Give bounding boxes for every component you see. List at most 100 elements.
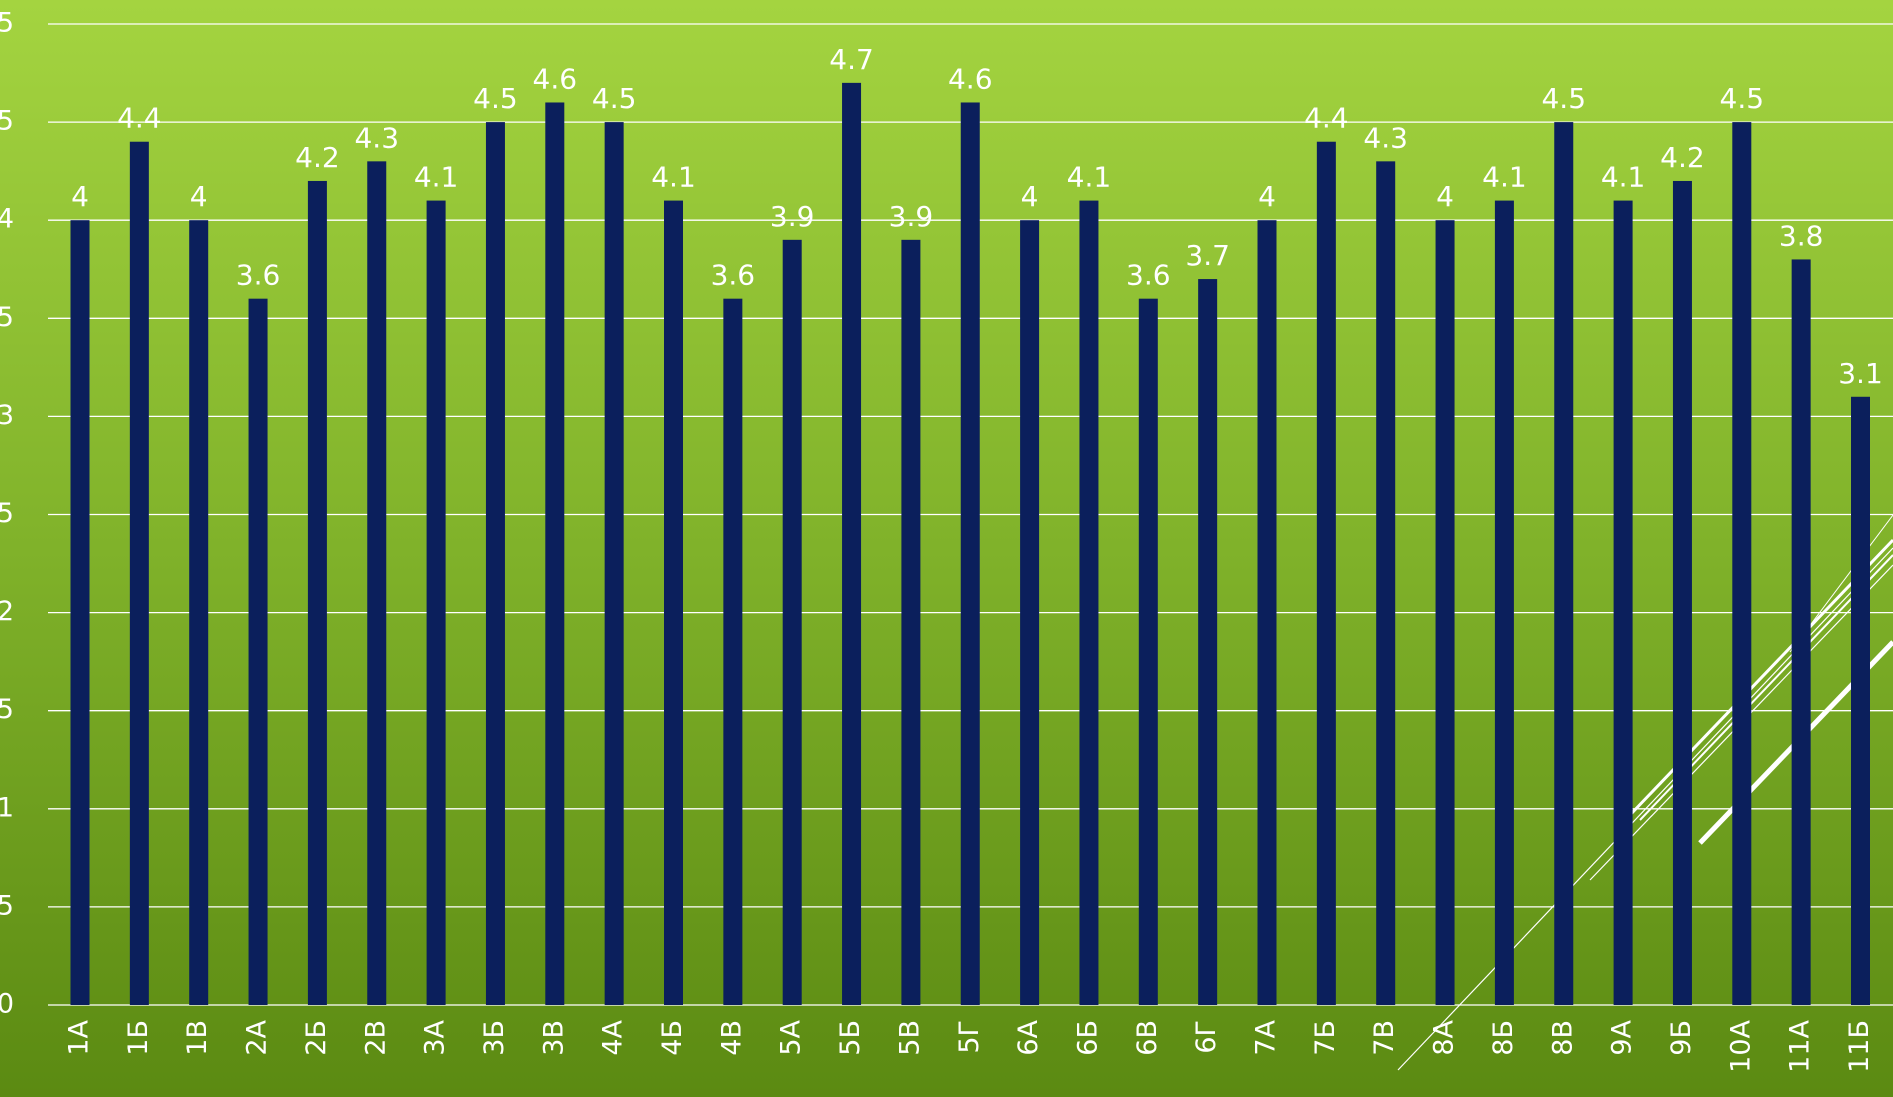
bar [1020,220,1039,1005]
bar [961,102,980,1005]
x-tick-label: 1А [64,1019,95,1055]
bar [664,201,683,1005]
value-label: 4.1 [1482,161,1527,194]
bar [1614,201,1633,1005]
bar [783,240,802,1005]
value-label: 4 [1021,180,1039,213]
y-tick-label: 2 [0,596,14,627]
value-label: 4.5 [473,82,518,115]
bar [1317,142,1336,1005]
value-label: 4.3 [1363,121,1408,154]
x-tick-label: 1В [182,1020,213,1056]
value-label: 4.4 [117,102,162,135]
bar [367,161,386,1005]
x-tick-label: 3Б [479,1020,510,1056]
x-tick-label: 1Б [123,1020,154,1056]
value-label: 4.5 [1541,82,1586,115]
value-label: 4.1 [414,161,459,194]
value-label: 3.1 [1838,357,1883,390]
value-label: 4.6 [533,62,578,95]
bar [901,240,920,1005]
value-label: 4.6 [948,62,993,95]
x-tick-label: 3А [420,1019,451,1055]
bar [427,201,446,1005]
bar [1851,397,1870,1005]
bar [486,122,505,1005]
bar [1495,201,1514,1005]
x-tick-label: 8А [1429,1019,1460,1055]
x-tick-label: 10А [1725,1019,1756,1072]
value-label: 4 [190,180,208,213]
bar [1139,299,1158,1005]
value-label: 4.1 [1601,161,1646,194]
value-label: 3.6 [1126,259,1171,292]
bar [189,220,208,1005]
bar [545,102,564,1005]
value-label: 3.6 [711,259,756,292]
x-tick-label: 6А [1013,1019,1044,1055]
x-tick-label: 6Г [1191,1020,1222,1054]
value-label: 3.9 [770,200,815,233]
value-label: 4 [1436,180,1454,213]
x-tick-label: 5А [776,1019,807,1055]
x-tick-label: 4А [598,1019,629,1055]
bar [1732,122,1751,1005]
x-tick-label: 7В [1369,1020,1400,1056]
x-tick-label: 4Б [657,1020,688,1056]
value-label: 4.7 [829,43,874,76]
bar [605,122,624,1005]
y-tick-label: 3 [0,400,14,431]
bar [1673,181,1692,1005]
x-tick-label: 2В [360,1020,391,1056]
value-label: 3.6 [236,259,281,292]
bar [723,299,742,1005]
y-tick-label: 4 [0,204,14,235]
y-tick-label: 1 [0,792,14,823]
x-tick-label: 9А [1607,1019,1638,1055]
value-label: 4.2 [1660,141,1705,174]
value-label: 4.2 [295,141,340,174]
y-tick-label: 1.5 [0,694,14,725]
bar [130,142,149,1005]
x-tick-label: 6Б [1072,1020,1103,1056]
x-tick-label: 9Б [1666,1020,1697,1056]
bar [1376,161,1395,1005]
x-tick-label: 5Г [954,1020,985,1054]
x-tick-label: 6В [1132,1020,1163,1056]
y-tick-label: 4.5 [0,106,14,137]
bar [1792,259,1811,1005]
bar [249,299,268,1005]
bar [1198,279,1217,1005]
x-tick-label: 7А [1251,1019,1282,1055]
value-label: 4 [1258,180,1276,213]
x-tick-label: 3В [538,1020,569,1056]
value-label: 4.1 [651,161,696,194]
value-label: 4.1 [1067,161,1112,194]
x-tick-label: 5Б [835,1020,866,1056]
x-tick-label: 2Б [301,1020,332,1056]
x-tick-label: 11А [1785,1019,1816,1072]
chart: 00.511.522.533.544.5541А4.41Б41В3.62А4.2… [0,0,1893,1097]
bar [842,83,861,1005]
x-tick-label: 7Б [1310,1020,1341,1056]
value-label: 3.7 [1185,239,1230,272]
y-tick-label: 3.5 [0,302,14,333]
y-tick-label: 0 [0,989,14,1020]
bar [71,220,90,1005]
value-label: 4.4 [1304,102,1349,135]
y-tick-label: 0.5 [0,890,14,921]
value-label: 4.3 [354,121,399,154]
y-tick-label: 2.5 [0,498,14,529]
bar [1079,201,1098,1005]
bar [1436,220,1455,1005]
x-tick-label: 2А [242,1019,273,1055]
value-label: 4 [71,180,89,213]
value-label: 3.9 [889,200,934,233]
x-tick-label: 5В [894,1020,925,1056]
value-label: 4.5 [1720,82,1765,115]
bar [1258,220,1277,1005]
value-label: 4.5 [592,82,637,115]
x-tick-label: 4В [716,1020,747,1056]
value-label: 3.8 [1779,219,1824,252]
bar [308,181,327,1005]
